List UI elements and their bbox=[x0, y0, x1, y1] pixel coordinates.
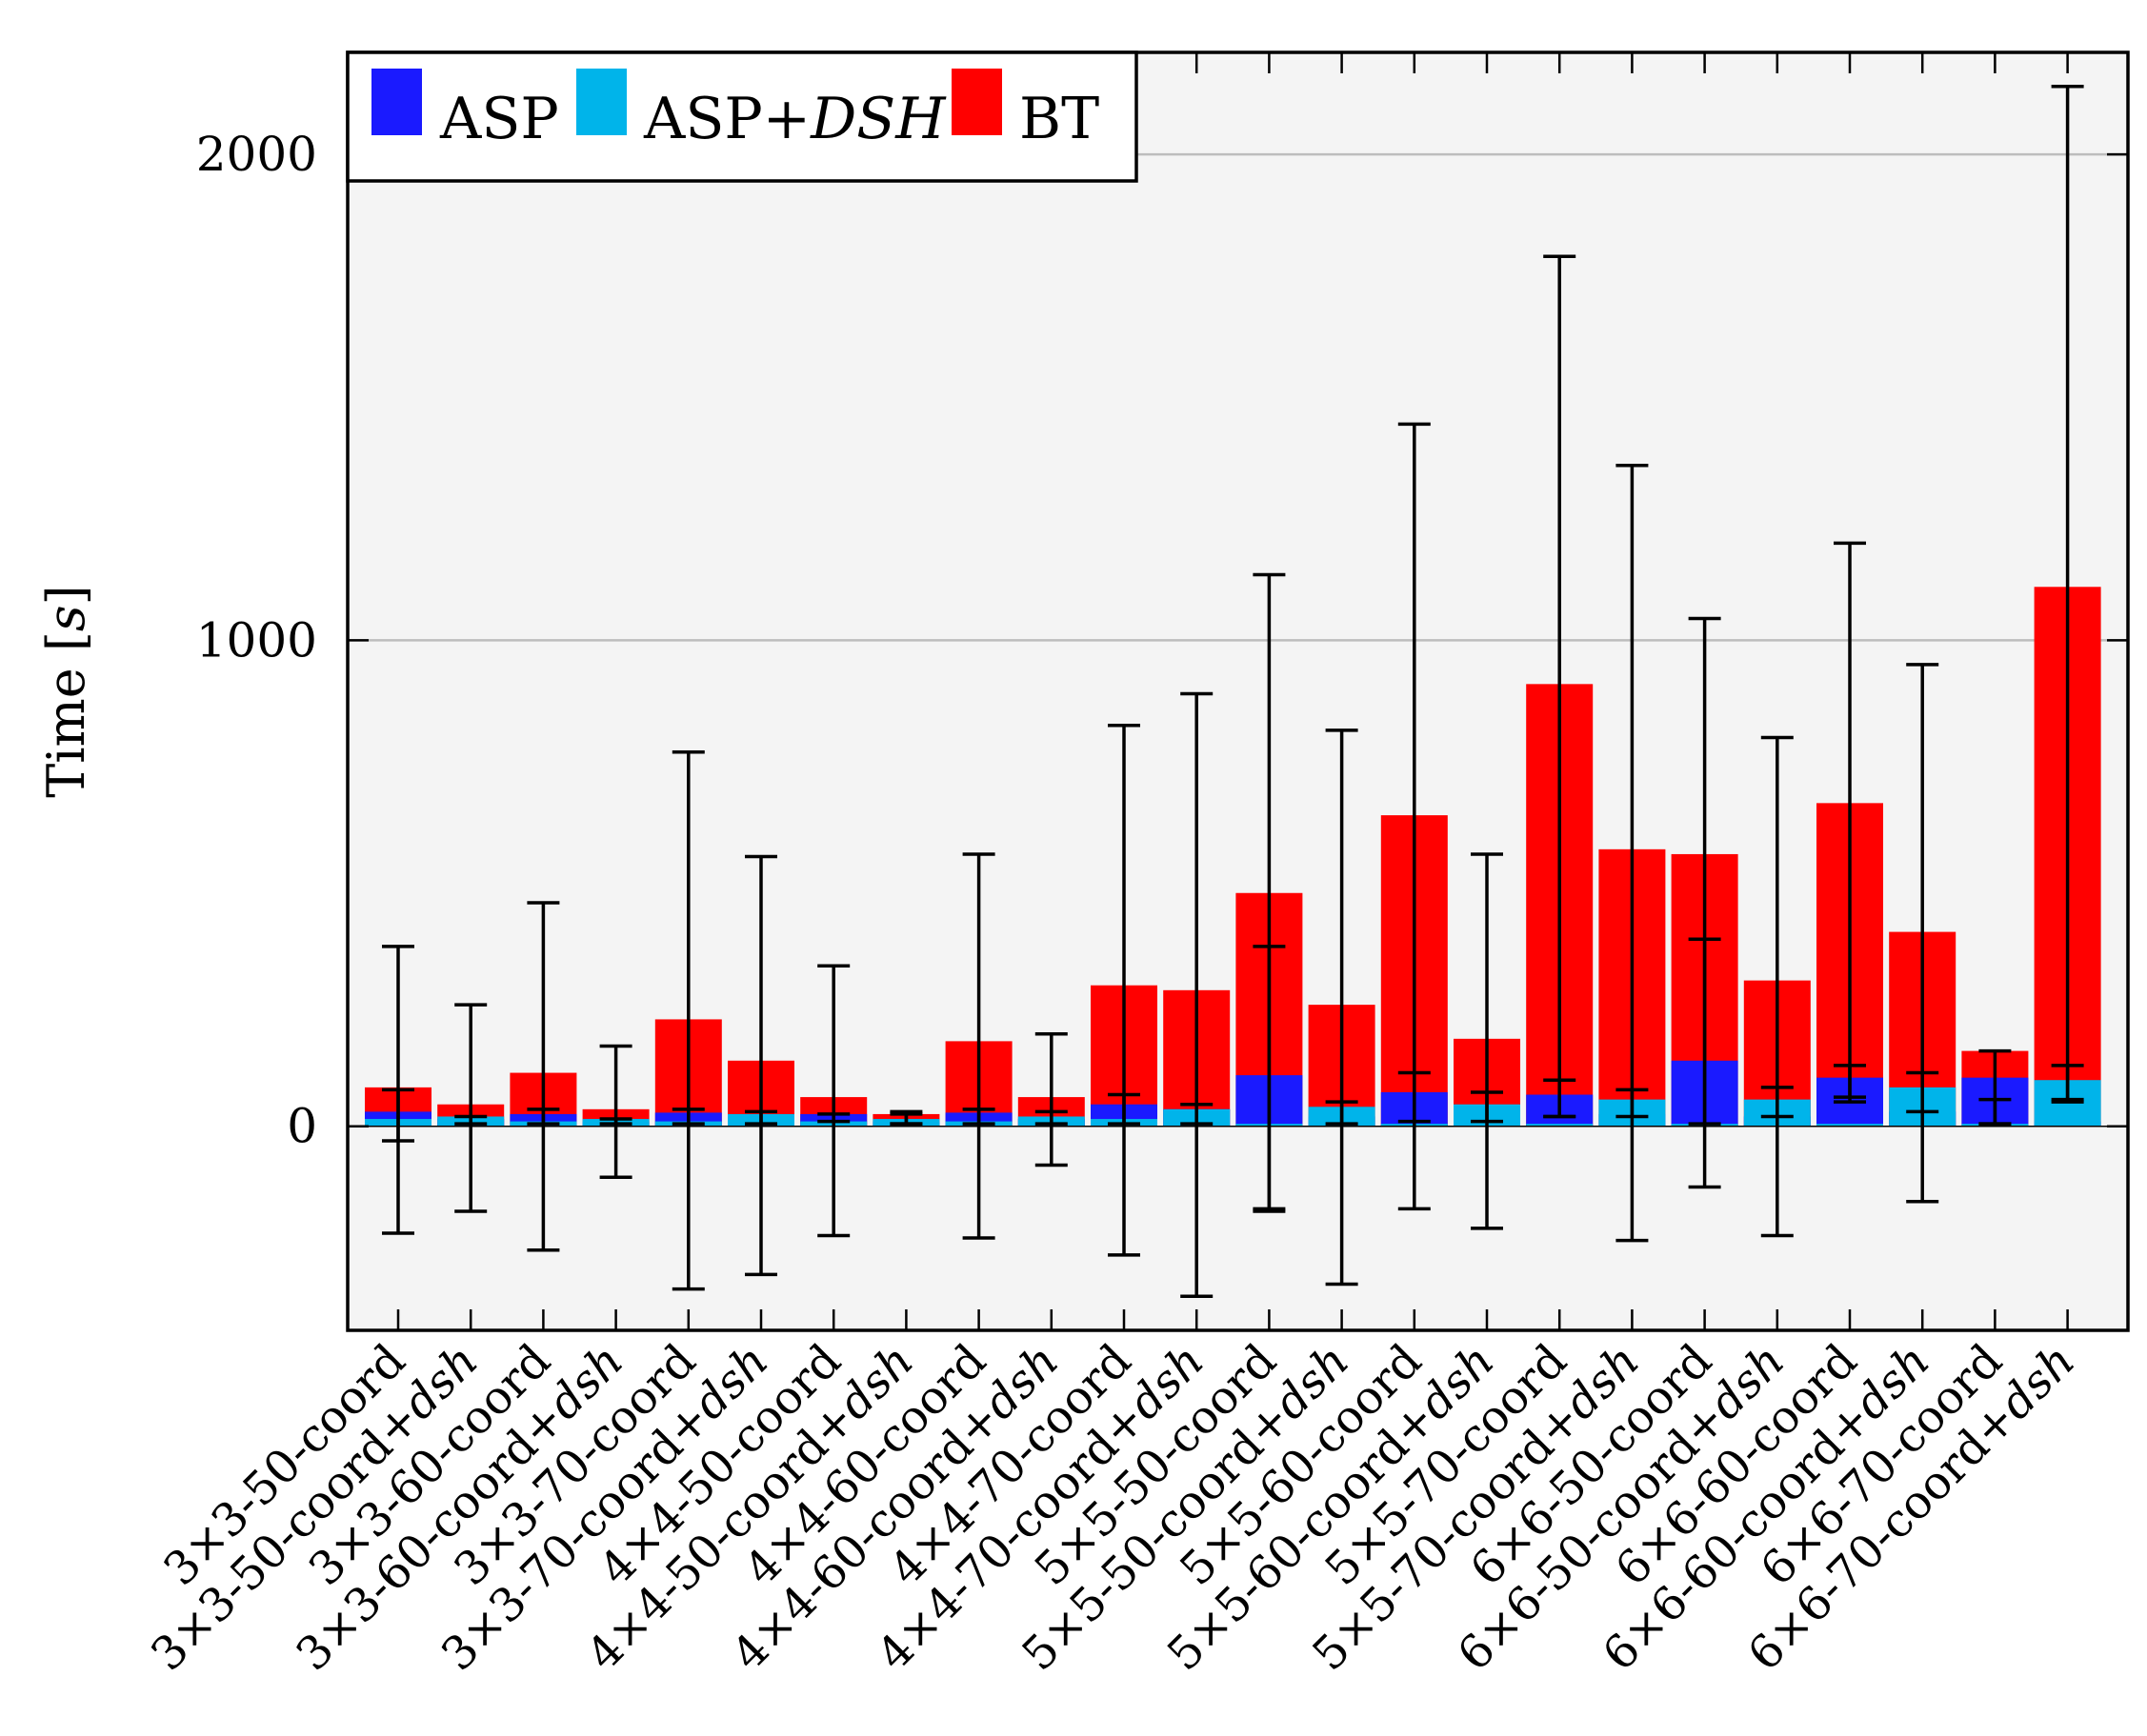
y-tick-label-2000: 2000 bbox=[196, 127, 317, 182]
error-bar-bt-18 bbox=[1688, 616, 1721, 1189]
error-bar-bt-10 bbox=[1108, 723, 1140, 1257]
legend: ASP ASP+DSH BT bbox=[346, 50, 1138, 183]
plot-frame bbox=[346, 50, 2130, 1332]
y-axis-title: Time [s] bbox=[36, 585, 96, 797]
error-bar-bt-13 bbox=[1325, 728, 1358, 1287]
error-bar-bt-9 bbox=[1034, 1031, 1068, 1167]
error-bar-bt-22 bbox=[1978, 1048, 2012, 1126]
y-axis-title-main: Time [ bbox=[36, 631, 96, 798]
legend-label-bt: BT bbox=[1019, 86, 1099, 152]
error-bar-bt-2 bbox=[527, 901, 560, 1252]
y-tick-label-1000: 1000 bbox=[196, 612, 317, 668]
bar-asp-dsh-20 bbox=[1816, 1124, 1883, 1127]
error-bar-bt-23 bbox=[2051, 84, 2084, 1102]
error-bar-bt-20 bbox=[1834, 541, 1866, 1099]
error-bar-bt-1 bbox=[454, 1003, 488, 1213]
legend-swatch-asp bbox=[371, 69, 422, 135]
error-bar-bt-21 bbox=[1906, 663, 1939, 1204]
error-bar-bt-8 bbox=[962, 852, 995, 1240]
error-bar-bt-19 bbox=[1760, 735, 1794, 1238]
legend-swatch-asp-dsh bbox=[576, 69, 627, 135]
error-bar-bt-3 bbox=[599, 1044, 632, 1180]
bar-asp-dsh-16 bbox=[1526, 1124, 1594, 1127]
y-tick-label-0: 0 bbox=[287, 1099, 317, 1154]
legend-swatch-bt bbox=[952, 69, 1002, 135]
error-bar-bt-0 bbox=[382, 945, 414, 1235]
error-bar-bt-17 bbox=[1615, 463, 1649, 1243]
legend-label-asp-dsh: ASP+DSH bbox=[643, 86, 947, 152]
error-bar-bt-12 bbox=[1253, 572, 1286, 1213]
error-bar-bt-4 bbox=[672, 750, 705, 1291]
y-tick-labels: 0 1000 2000 bbox=[196, 127, 317, 1154]
error-bar-bt-5 bbox=[745, 854, 777, 1277]
x-tick-labels: 3×3-50-coord3×3-50-coord+dsh3×3-60-coord… bbox=[141, 1334, 2085, 1682]
error-bar-bt-11 bbox=[1180, 691, 1214, 1299]
error-bars bbox=[382, 84, 2084, 1299]
y-axis-title-unit: s bbox=[36, 605, 96, 631]
y-axis-title-text: Time [s] bbox=[36, 585, 96, 797]
legend-label-asp: ASP bbox=[439, 86, 559, 152]
error-bar-bt-14 bbox=[1397, 422, 1431, 1211]
error-bar-bt-6 bbox=[817, 964, 851, 1238]
y-axis-title-close: ] bbox=[36, 585, 96, 605]
error-bar-bt-16 bbox=[1543, 254, 1576, 1119]
legend-box bbox=[346, 50, 1138, 183]
error-bar-bt-7 bbox=[890, 1109, 923, 1126]
error-bar-bt-15 bbox=[1471, 852, 1503, 1230]
